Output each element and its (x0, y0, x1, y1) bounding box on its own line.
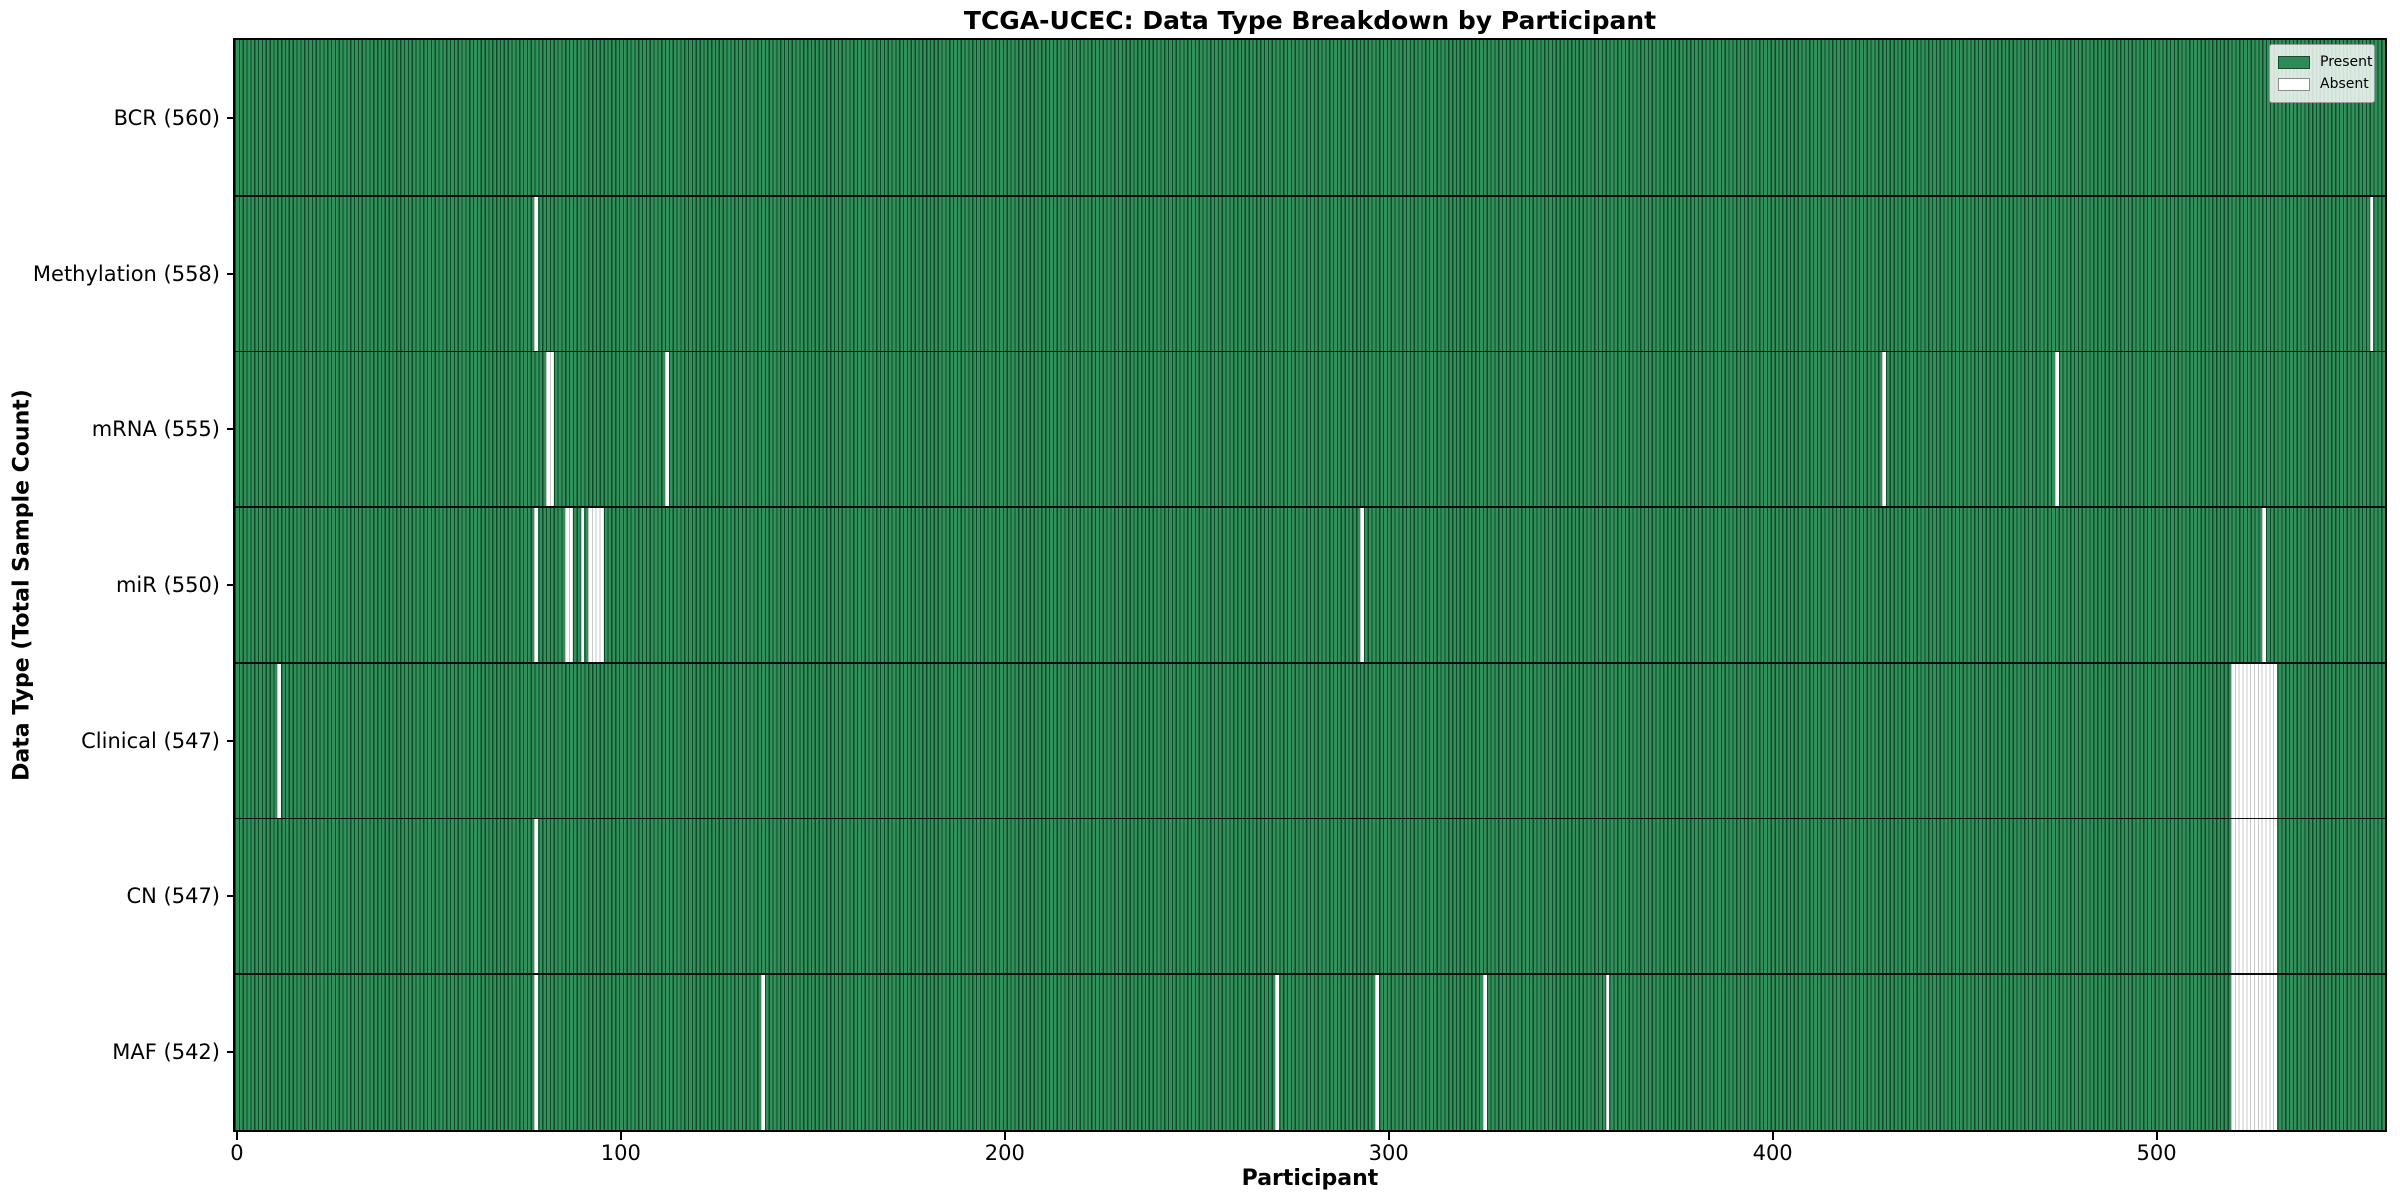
legend-label-absent: Absent (2320, 76, 2369, 92)
absent-swatch (2278, 77, 2310, 91)
y-tick (227, 1051, 235, 1054)
y-tick-label: Methylation (558) (32, 261, 220, 286)
row-methylation (235, 195, 2385, 352)
row-separator (235, 817, 2385, 820)
legend-label-present: Present (2320, 54, 2373, 70)
row-clinical (235, 662, 2385, 819)
absent-gap (580, 507, 585, 663)
absent-gap (2262, 507, 2266, 663)
x-tick (2155, 1132, 2158, 1140)
plot-area: Present Absent (233, 38, 2387, 1132)
y-tick-label: MAF (542) (112, 1040, 220, 1065)
y-tick-label: BCR (560) (113, 105, 220, 130)
absent-gap (760, 974, 765, 1130)
y-tick-label: CN (547) (126, 884, 220, 909)
y-tick (227, 584, 235, 586)
x-tick-label: 500 (2136, 1141, 2177, 1165)
absent-gap (1605, 974, 1610, 1130)
row-separator (235, 973, 2385, 976)
y-tick (227, 272, 235, 275)
y-tick (227, 739, 235, 742)
absent-gap (1882, 351, 1886, 508)
absent-gap (545, 351, 554, 508)
absent-gap (1275, 974, 1280, 1130)
x-tick-label: 100 (600, 1141, 641, 1165)
absent-gap (1482, 974, 1487, 1130)
x-tick-label: 200 (984, 1141, 1025, 1165)
x-tick (1387, 1132, 1390, 1140)
absent-gap (277, 662, 282, 819)
row-mrna (235, 351, 2385, 508)
absent-gap (2054, 351, 2059, 508)
x-tick (1771, 1132, 1774, 1140)
present-swatch (2278, 55, 2310, 69)
absent-gap (534, 818, 539, 975)
absent-gap (1359, 507, 1364, 663)
row-maf (235, 974, 2385, 1130)
row-separator (235, 662, 2385, 664)
x-axis-label: Participant (1241, 1166, 1379, 1191)
x-tick-label: 400 (1752, 1141, 1793, 1165)
y-tick-label: miR (550) (115, 573, 220, 597)
y-tick (227, 116, 235, 119)
row-separator (235, 350, 2385, 353)
x-tick-label: 0 (230, 1141, 244, 1165)
row-cn (235, 818, 2385, 975)
absent-gap (1375, 974, 1380, 1130)
x-tick (235, 1132, 238, 1140)
chart-title: TCGA-UCEC: Data Type Breakdown by Partic… (963, 6, 1657, 35)
legend-item-absent: Absent (2278, 73, 2369, 95)
absent-gap (2231, 818, 2278, 975)
absent-gap (665, 351, 669, 508)
y-tick (227, 428, 235, 431)
row-mir (235, 507, 2385, 663)
absent-gap (534, 195, 539, 352)
absent-gap (565, 507, 573, 663)
absent-gap (2369, 195, 2374, 352)
absent-gap (534, 507, 539, 663)
y-tick-label: mRNA (555) (91, 417, 220, 442)
legend: Present Absent (2269, 44, 2375, 103)
absent-gap (534, 974, 539, 1130)
row-separator (235, 506, 2385, 508)
legend-item-present: Present (2278, 51, 2373, 73)
row-bcr (235, 40, 2385, 196)
row-separator (235, 194, 2385, 197)
y-tick (227, 895, 235, 898)
absent-gap (2231, 974, 2278, 1130)
x-tick-label: 300 (1368, 1141, 1409, 1165)
absent-gap (2231, 662, 2278, 819)
x-tick (1003, 1132, 1006, 1140)
absent-gap (588, 507, 604, 663)
x-tick (619, 1132, 622, 1140)
y-tick-label: Clinical (547) (81, 728, 220, 753)
